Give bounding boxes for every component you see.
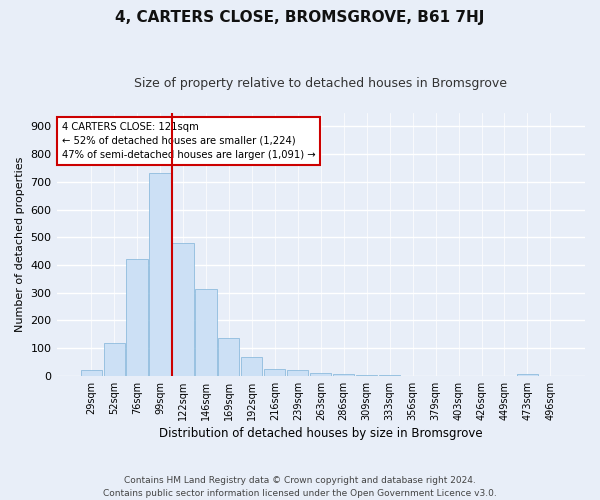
Bar [80, 370, 101, 376]
Bar [172, 243, 194, 376]
Title: Size of property relative to detached houses in Bromsgrove: Size of property relative to detached ho… [134, 78, 507, 90]
Bar [196, 288, 217, 376]
Bar [310, 373, 331, 376]
Text: 4 CARTERS CLOSE: 121sqm
← 52% of detached houses are smaller (1,224)
47% of semi: 4 CARTERS CLOSE: 121sqm ← 52% of detache… [62, 122, 316, 160]
Bar [333, 374, 354, 376]
Bar [127, 260, 148, 376]
Text: 4, CARTERS CLOSE, BROMSGROVE, B61 7HJ: 4, CARTERS CLOSE, BROMSGROVE, B61 7HJ [115, 10, 485, 25]
Bar [241, 357, 262, 376]
Bar [517, 374, 538, 376]
Bar [218, 338, 239, 376]
Bar [149, 174, 170, 376]
Bar [264, 369, 286, 376]
Text: Contains HM Land Registry data © Crown copyright and database right 2024.
Contai: Contains HM Land Registry data © Crown c… [103, 476, 497, 498]
X-axis label: Distribution of detached houses by size in Bromsgrove: Distribution of detached houses by size … [159, 427, 482, 440]
Bar [287, 370, 308, 376]
Bar [104, 342, 125, 376]
Y-axis label: Number of detached properties: Number of detached properties [15, 156, 25, 332]
Bar [356, 375, 377, 376]
